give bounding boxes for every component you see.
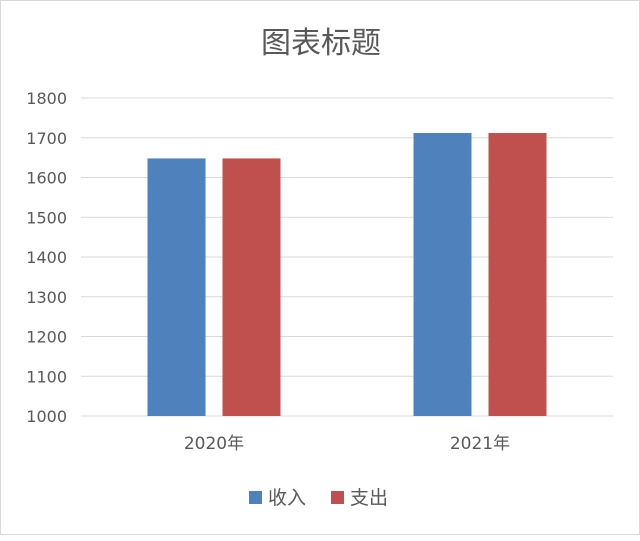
y-tick-label: 1200 — [26, 328, 67, 347]
bars — [147, 132, 547, 417]
legend-swatch — [331, 491, 344, 504]
legend-label: 支出 — [350, 487, 388, 509]
bar-income-0 — [147, 158, 206, 417]
y-tick-label: 1300 — [26, 288, 67, 307]
y-axis-tick-labels: 1000 1100 1200 1300 1400 1500 1600 1700 1800 — [26, 89, 67, 426]
y-tick-label: 1000 — [26, 407, 67, 426]
y-tick-label: 1800 — [26, 89, 67, 108]
bar-expense-0 — [222, 158, 281, 417]
x-axis-tick-labels: 2020年 2021年 — [184, 434, 510, 454]
y-tick-label: 1400 — [26, 248, 67, 267]
legend-swatch — [249, 491, 262, 504]
legend: 收入 支出 — [249, 487, 388, 509]
chart-title: 图表标题 — [261, 26, 381, 61]
y-tick-label: 1600 — [26, 169, 67, 188]
bar-income-1 — [413, 132, 472, 417]
y-tick-label: 1100 — [26, 367, 67, 386]
bar-expense-1 — [488, 132, 547, 417]
x-tick-label: 2020年 — [184, 434, 244, 454]
y-tick-label: 1700 — [26, 129, 67, 148]
legend-label: 收入 — [268, 487, 306, 509]
y-tick-label: 1500 — [26, 208, 67, 227]
x-tick-label: 2021年 — [450, 434, 510, 454]
